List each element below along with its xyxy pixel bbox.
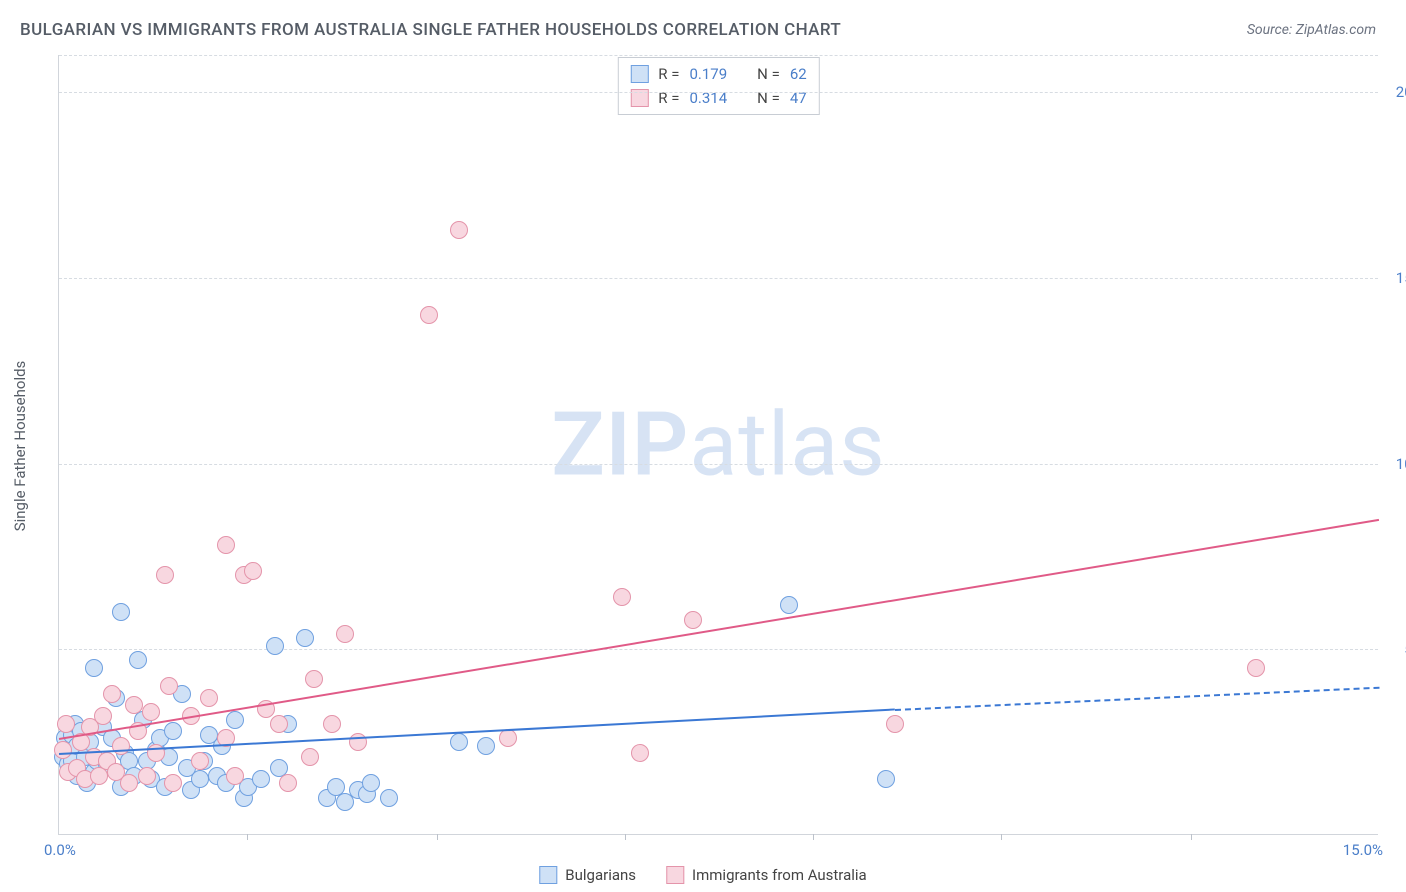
scatter-point [226,767,244,785]
scatter-point [85,659,103,677]
scatter-point [94,707,112,725]
x-minor-tick [813,834,814,840]
scatter-point [54,741,72,759]
scatter-point [336,625,354,643]
regression-line-dash [895,686,1379,710]
scatter-point [103,685,121,703]
stats-legend-box: R = 0.179 N = 62 R = 0.314 N = 47 [617,57,819,115]
scatter-point [142,703,160,721]
scatter-point [450,733,468,751]
r-value-1: 0.314 [689,86,727,110]
scatter-point [420,306,438,324]
scatter-point [112,737,130,755]
scatter-point [164,722,182,740]
swatch-series-0 [539,866,557,884]
chart-title: BULGARIAN VS IMMIGRANTS FROM AUSTRALIA S… [20,20,841,40]
scatter-point [877,770,895,788]
scatter-point [226,711,244,729]
y-axis-label: Single Father Households [11,361,29,532]
scatter-point [301,748,319,766]
scatter-point [156,566,174,584]
n-value-1: 47 [790,86,807,110]
stats-row-series-1: R = 0.314 N = 47 [630,86,806,110]
r-value-0: 0.179 [689,62,727,86]
legend-label-1: Immigrants from Australia [692,866,867,884]
scatter-point [270,715,288,733]
scatter-point [362,774,380,792]
n-value-0: 62 [790,62,807,86]
source-attribution: Source: ZipAtlas.com [1247,22,1376,38]
watermark: ZIPatlas [551,393,885,496]
gridline-h [59,464,1378,465]
scatter-point [886,715,904,733]
watermark-bold: ZIP [551,393,689,496]
legend-label-0: Bulgarians [565,866,636,884]
scatter-point [499,729,517,747]
scatter-point [296,629,314,647]
chart-container: BULGARIAN VS IMMIGRANTS FROM AUSTRALIA S… [0,0,1406,892]
y-tick-label: 15.0% [1381,269,1406,287]
scatter-point [129,651,147,669]
scatter-point [138,767,156,785]
scatter-point [191,770,209,788]
scatter-point [112,603,130,621]
y-tick-label: 5.0% [1381,640,1406,658]
x-minor-tick [437,834,438,840]
x-tick-label: 0.0% [44,841,76,859]
scatter-point [266,637,284,655]
scatter-point [780,596,798,614]
scatter-point [477,737,495,755]
scatter-point [305,670,323,688]
gridline-h [59,649,1378,650]
gridline-h [59,278,1378,279]
scatter-point [450,221,468,239]
legend-item-1: Immigrants from Australia [666,866,867,884]
x-minor-tick [247,834,248,840]
stats-row-series-0: R = 0.179 N = 62 [630,62,806,86]
scatter-point [244,562,262,580]
watermark-rest: atlas [689,393,885,496]
scatter-point [120,774,138,792]
x-minor-tick [625,834,626,840]
scatter-point [252,770,270,788]
plot-area: ZIPatlas R = 0.179 N = 62 R = 0.314 N = … [58,55,1378,835]
x-minor-tick [1001,834,1002,840]
scatter-point [323,715,341,733]
scatter-point [1247,659,1265,677]
n-label: N = [757,62,780,86]
gridline-h [59,55,1378,56]
r-label: R = [658,62,679,86]
y-tick-label: 20.0% [1381,83,1406,101]
x-minor-tick [1191,834,1192,840]
scatter-point [217,536,235,554]
gridline-h [59,92,1378,93]
scatter-point [631,744,649,762]
scatter-point [613,588,631,606]
scatter-point [160,677,178,695]
scatter-point [279,774,297,792]
legend-bottom: Bulgarians Immigrants from Australia [539,866,866,884]
scatter-point [684,611,702,629]
scatter-point [57,715,75,733]
swatch-series-1 [666,866,684,884]
scatter-point [200,689,218,707]
y-tick-label: 10.0% [1381,455,1406,473]
r-label: R = [658,86,679,110]
scatter-point [191,752,209,770]
scatter-point [164,774,182,792]
legend-item-0: Bulgarians [539,866,636,884]
scatter-point [380,789,398,807]
swatch-series-0 [630,65,648,83]
n-label: N = [757,86,780,110]
scatter-point [125,696,143,714]
x-tick-label: 15.0% [1343,841,1383,859]
